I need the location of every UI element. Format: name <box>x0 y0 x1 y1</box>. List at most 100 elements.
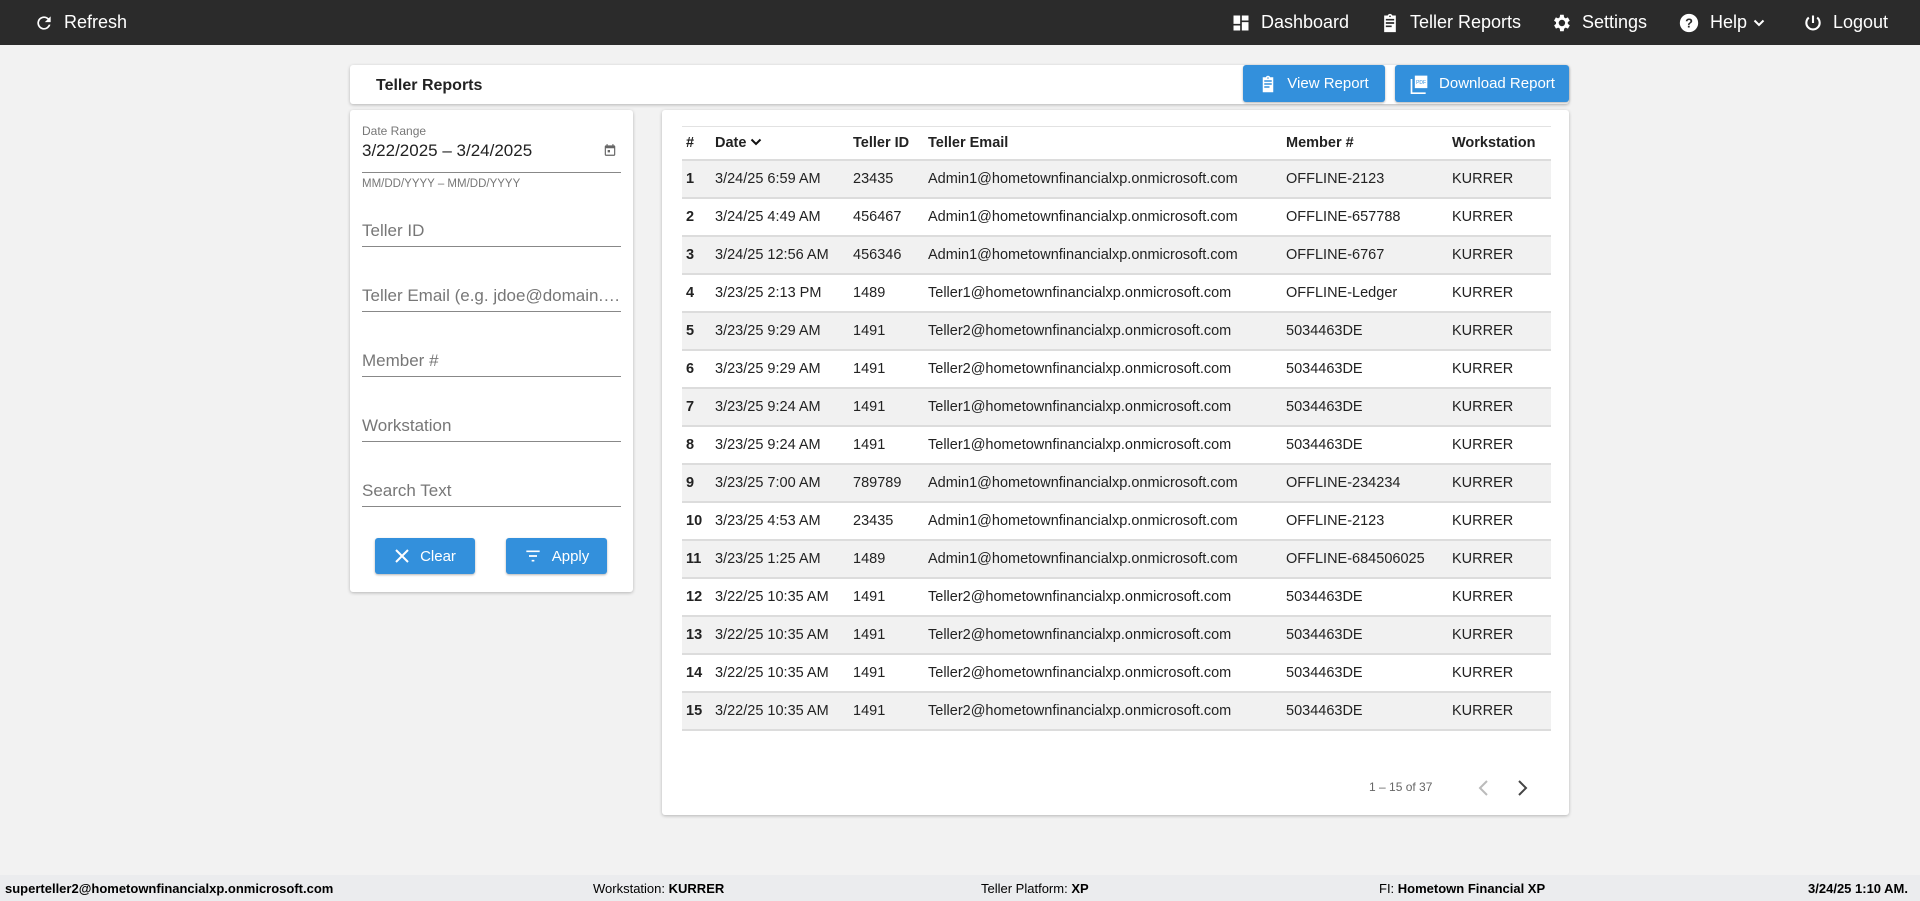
cell-row-number: 8 <box>682 424 715 464</box>
nav-settings[interactable]: Settings <box>1550 0 1647 45</box>
table-row[interactable]: 1 3/24/25 6:59 AM 23435 Admin1@hometownfina… <box>682 158 1551 198</box>
cell-teller-email: Teller2@hometownfinancialxp.onmicrosoft.… <box>928 652 1286 692</box>
table-row[interactable]: 14 3/22/25 10:35 AM 1491 Teller2@hometownfi… <box>682 652 1551 692</box>
cell-workstation: KURRER <box>1452 234 1551 274</box>
svg-text:?: ? <box>1685 15 1693 30</box>
view-report-label: View Report <box>1287 75 1369 92</box>
cell-row-number: 12 <box>682 576 715 616</box>
cell-workstation: KURRER <box>1452 310 1551 350</box>
table-row[interactable]: 6 3/23/25 9:29 AM 1491 Teller2@hometownfina… <box>682 348 1551 388</box>
footer-user: superteller2@hometownfinancialxp.onmicro… <box>5 881 334 896</box>
cell-teller-id: 1489 <box>853 272 928 312</box>
table-row[interactable]: 8 3/23/25 9:24 AM 1491 Teller1@hometownfina… <box>682 424 1551 464</box>
pdf-icon: PDF <box>1410 75 1428 94</box>
dashboard-icon <box>1233 15 1249 30</box>
table-row[interactable]: 9 3/23/25 7:00 AM 789789 Admin1@hometownfin… <box>682 462 1551 502</box>
table-row[interactable]: 11 3/23/25 1:25 AM 1489 Admin1@hometownfina… <box>682 538 1551 578</box>
nav-teller-reports[interactable]: Teller Reports <box>1380 0 1521 45</box>
nav-help[interactable]: ? Help <box>1678 0 1765 45</box>
table-row[interactable]: 15 3/22/25 10:35 AM 1491 Teller2@hometownfi… <box>682 690 1551 731</box>
member-placeholder: Member # <box>362 351 439 370</box>
table-row[interactable]: 3 3/24/25 12:56 AM 456346 Admin1@hometownfi… <box>682 234 1551 274</box>
page-header: Teller Reports View Report PDF Download … <box>350 65 1569 104</box>
cell-teller-id: 23435 <box>853 158 928 198</box>
cell-teller-email: Admin1@hometownfinancialxp.onmicrosoft.c… <box>928 234 1286 274</box>
cell-workstation: KURRER <box>1452 158 1551 198</box>
cell-teller-id: 23435 <box>853 500 928 540</box>
cell-workstation: KURRER <box>1452 272 1551 312</box>
cell-member: 5034463DE <box>1286 652 1452 692</box>
date-range-value: 3/22/2025 – 3/24/2025 <box>362 141 533 160</box>
next-page-icon[interactable] <box>1515 779 1529 797</box>
download-report-button[interactable]: PDF Download Report <box>1395 65 1569 102</box>
search-text-input[interactable]: Search Text <box>362 470 621 507</box>
cell-teller-id: 1491 <box>853 310 928 350</box>
refresh-button[interactable]: Refresh <box>34 0 127 45</box>
col-date[interactable]: Date <box>715 126 853 160</box>
table-row[interactable]: 4 3/23/25 2:13 PM 1489 Teller1@hometownfina… <box>682 272 1551 312</box>
cell-row-number: 13 <box>682 614 715 654</box>
cell-teller-id: 1491 <box>853 690 928 731</box>
nav-dashboard[interactable]: Dashboard <box>1231 0 1349 45</box>
col-teller-email[interactable]: Teller Email <box>928 126 1286 160</box>
teller-email-input[interactable]: Teller Email (e.g. jdoe@domain.com) <box>362 275 621 312</box>
cell-teller-email: Teller2@hometownfinancialxp.onmicrosoft.… <box>928 576 1286 616</box>
footer-fi-value: Hometown Financial XP <box>1397 881 1546 896</box>
col-teller-id[interactable]: Teller ID <box>853 126 928 160</box>
member-input[interactable]: Member # <box>362 340 621 377</box>
cell-teller-id: 456346 <box>853 234 928 274</box>
cell-teller-email: Teller2@hometownfinancialxp.onmicrosoft.… <box>928 614 1286 654</box>
table-row[interactable]: 2 3/24/25 4:49 AM 456467 Admin1@hometownfin… <box>682 196 1551 236</box>
cell-teller-email: Admin1@hometownfinancialxp.onmicrosoft.c… <box>928 462 1286 502</box>
col-member[interactable]: Member # <box>1286 126 1452 160</box>
cell-member: 5034463DE <box>1286 690 1452 731</box>
cell-teller-id: 1491 <box>853 614 928 654</box>
svg-text:PDF: PDF <box>1416 80 1426 86</box>
previous-page-icon[interactable] <box>1477 779 1491 797</box>
sort-desc-icon <box>751 138 762 146</box>
cell-member: OFFLINE-684506025 <box>1286 538 1452 578</box>
cell-workstation: KURRER <box>1452 196 1551 236</box>
cell-row-number: 5 <box>682 310 715 350</box>
clipboard-icon <box>1263 75 1274 92</box>
cell-teller-id: 1491 <box>853 652 928 692</box>
cell-date: 3/23/25 9:24 AM <box>715 424 853 464</box>
footer-platform: Teller Platform: XP <box>981 881 1089 896</box>
workstation-placeholder: Workstation <box>362 416 452 435</box>
table-row[interactable]: 13 3/22/25 10:35 AM 1491 Teller2@hometownfi… <box>682 614 1551 654</box>
col-workstation[interactable]: Workstation <box>1452 126 1551 160</box>
apply-button[interactable]: Apply <box>506 538 607 574</box>
workstation-input[interactable]: Workstation <box>362 405 621 442</box>
cell-date: 3/24/25 6:59 AM <box>715 158 853 198</box>
cell-workstation: KURRER <box>1452 576 1551 616</box>
cell-date: 3/23/25 7:00 AM <box>715 462 853 502</box>
refresh-label: Refresh <box>64 12 128 32</box>
cell-workstation: KURRER <box>1452 500 1551 540</box>
top-nav-bar: Refresh Dashboard Teller Reports Setting… <box>0 0 1920 45</box>
clear-button[interactable]: Clear <box>375 538 475 574</box>
cell-row-number: 3 <box>682 234 715 274</box>
table-row[interactable]: 5 3/23/25 9:29 AM 1491 Teller2@hometownfina… <box>682 310 1551 350</box>
nav-dashboard-label: Dashboard <box>1261 12 1350 32</box>
teller-id-input[interactable]: Teller ID <box>362 210 621 247</box>
footer-fi: FI: Hometown Financial XP <box>1379 881 1545 896</box>
date-range-field[interactable]: Date Range 3/22/2025 – 3/24/2025 <box>362 124 621 173</box>
cell-date: 3/22/25 10:35 AM <box>715 652 853 692</box>
clear-label: Clear <box>420 547 456 565</box>
cell-workstation: KURRER <box>1452 386 1551 426</box>
col-number[interactable]: # <box>682 126 715 160</box>
table-row[interactable]: 12 3/22/25 10:35 AM 1491 Teller2@hometownfi… <box>682 576 1551 616</box>
gear-icon <box>1554 14 1570 31</box>
clipboard-icon <box>1384 13 1396 32</box>
date-range-label: Date Range <box>362 124 427 138</box>
cell-teller-email: Teller1@hometownfinancialxp.onmicrosoft.… <box>928 272 1286 312</box>
cell-date: 3/22/25 10:35 AM <box>715 576 853 616</box>
table-row[interactable]: 7 3/23/25 9:24 AM 1491 Teller1@hometownfina… <box>682 386 1551 426</box>
view-report-button[interactable]: View Report <box>1243 65 1385 102</box>
download-report-label: Download Report <box>1439 75 1555 92</box>
calendar-icon[interactable] <box>603 143 617 157</box>
cell-row-number: 2 <box>682 196 715 236</box>
table-row[interactable]: 10 3/23/25 4:53 AM 23435 Admin1@hometownfin… <box>682 500 1551 540</box>
nav-logout[interactable]: Logout <box>1803 0 1888 45</box>
nav-settings-label: Settings <box>1582 12 1648 32</box>
